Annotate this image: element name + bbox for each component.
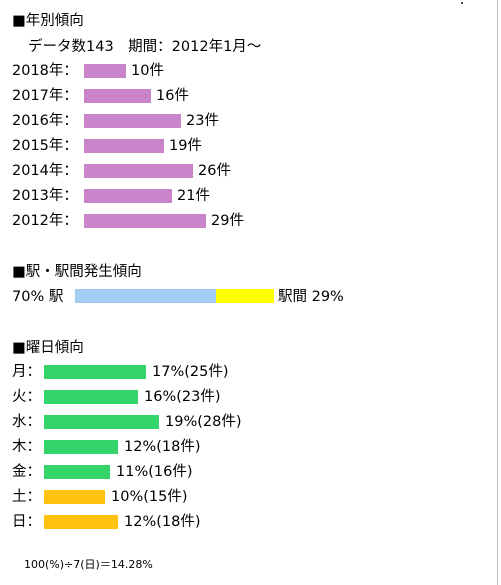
weekday-value-label: 17%(25件) [152, 364, 229, 380]
year-value-label: 19件 [169, 138, 202, 154]
station-split-segment [216, 289, 274, 303]
year-label: 2016年： [12, 113, 78, 129]
weekday-label: 水： [12, 414, 41, 430]
year-label: 2013年： [12, 188, 78, 204]
year-value-label: 10件 [131, 63, 164, 79]
year-label: 2017年： [12, 88, 78, 104]
weekday-bar [44, 515, 118, 529]
weekday-bar [44, 465, 110, 479]
weekday-bar [44, 390, 138, 404]
year-bar [84, 64, 126, 78]
station-left-label: 70% 駅 [12, 289, 64, 305]
year-label: 2018年： [12, 63, 78, 79]
year-value-label: 16件 [156, 88, 189, 104]
weekday-bar [44, 365, 146, 379]
year-chart-title: ■年別傾向 [12, 13, 84, 29]
weekday-label: 月： [12, 364, 41, 380]
year-label: 2014年： [12, 163, 78, 179]
weekday-value-label: 12%(18件) [124, 439, 201, 455]
weekday-label: 木： [12, 439, 41, 455]
year-bar [84, 114, 181, 128]
year-value-label: 21件 [177, 188, 210, 204]
weekday-label: 日： [12, 514, 41, 530]
weekday-value-label: 16%(23件) [144, 389, 221, 405]
weekday-value-label: 10%(15件) [111, 489, 188, 505]
year-value-label: 26件 [198, 163, 231, 179]
year-label: 2015年： [12, 138, 78, 154]
weekday-chart-title: ■曜日傾向 [12, 340, 84, 356]
station-right-label: 駅間 29% [278, 289, 344, 305]
weekday-value-label: 12%(18件) [124, 514, 201, 530]
year-value-label: 23件 [186, 113, 219, 129]
weekday-value-label: 19%(28件) [165, 414, 242, 430]
year-label: 2012年： [12, 213, 78, 229]
corner-dot [461, 2, 463, 4]
page-right-border [497, 0, 498, 585]
weekday-label: 金： [12, 464, 41, 480]
year-chart-subtitle: データ数143 期間：2012年1月～ [28, 39, 262, 55]
year-bar [84, 139, 164, 153]
year-bar [84, 89, 151, 103]
year-bar [84, 189, 172, 203]
year-bar [84, 164, 193, 178]
weekday-label: 土： [12, 489, 41, 505]
weekday-label: 火： [12, 389, 41, 405]
year-bar [84, 214, 206, 228]
average-note: 100(%)÷7(日)＝14.28% [24, 558, 153, 571]
year-value-label: 29件 [211, 213, 244, 229]
station-split-segment [75, 289, 216, 303]
weekday-bar [44, 490, 105, 504]
weekday-value-label: 11%(16件) [116, 464, 193, 480]
weekday-bar [44, 415, 159, 429]
station-chart-title: ■駅・駅間発生傾向 [12, 264, 142, 280]
weekday-bar [44, 440, 118, 454]
